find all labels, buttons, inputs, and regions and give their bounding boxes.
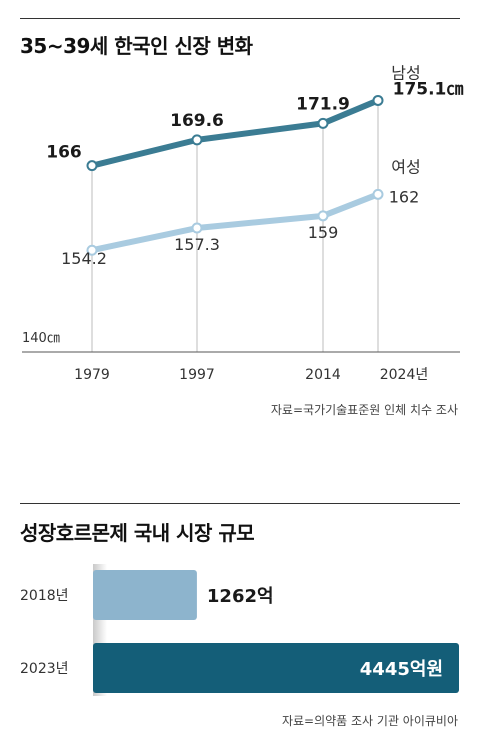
market-bar-chart: 2018년 1262억 2023년 4445억원 [20,564,459,696]
data-point [191,134,203,146]
data-label: 175.1㎝ [393,79,464,99]
data-label: 171.9 [296,94,350,114]
data-label: 162 [389,187,420,206]
data-point [317,210,329,222]
bar-2018 [93,570,197,620]
x-tick-label: 1997 [179,367,215,383]
data-label: 166 [46,143,82,163]
chart2-source: 자료=의약품 조사 기관 아이큐비아 [281,714,458,728]
series-name-label: 여성 [391,157,420,176]
category-label: 2018년 [20,588,69,604]
y-base-label: 140㎝ [22,331,60,346]
data-point [191,222,203,234]
x-tick-label: 1979 [74,367,110,383]
data-point [86,244,98,256]
data-point [372,94,384,106]
data-label: 159 [308,223,339,242]
x-tick-label: 2024년 [380,367,429,383]
chart2-title: 성장호르몬제 국내 시장 규모 [20,521,255,545]
data-label: 157.3 [174,235,220,254]
top-rule [20,18,460,19]
data-point [372,188,384,200]
chart1-title: 35~39세 한국인 신장 변화 [20,34,253,58]
series-line-male [89,97,381,169]
chart1-source: 자료=국가기술표준원 인체 치수 조사 [270,403,458,417]
x-tick-label: 2014 [305,367,341,383]
data-label: 154.2 [61,249,107,268]
value-label: 4445억원 [360,659,443,680]
category-label: 2023년 [20,661,69,677]
data-point [86,160,98,172]
height-line-chart: 1979 1997 2014 2024년 140㎝ 166 169.6 171.9 175.1㎝… [22,63,464,383]
data-label: 169.6 [170,111,224,131]
middle-rule [20,503,460,504]
data-point [317,117,329,129]
series-name-label: 남성 [391,63,420,82]
bar-2023 [93,643,459,693]
series-line-female [89,191,381,254]
value-label: 1262억 [207,586,274,607]
